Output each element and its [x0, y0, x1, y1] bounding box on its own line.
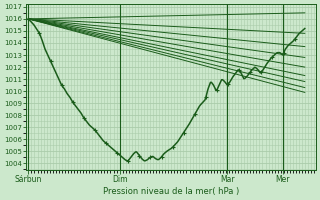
X-axis label: Pression niveau de la mer( hPa ): Pression niveau de la mer( hPa )	[103, 187, 239, 196]
